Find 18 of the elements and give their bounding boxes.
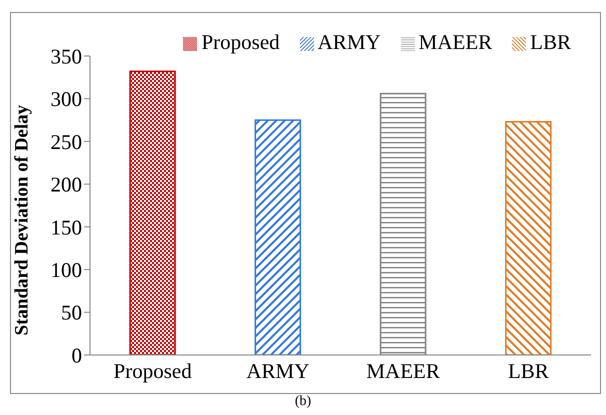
y-tick-label: 100 (50, 258, 82, 282)
y-tick-label: 200 (50, 172, 82, 197)
x-tick-label: MAEER (366, 358, 440, 383)
x-tick-label: ARMY (246, 358, 310, 383)
legend-label: ARMY (318, 30, 381, 54)
x-tick-label: Proposed (114, 358, 192, 383)
legend-label: LBR (530, 30, 571, 54)
legend-label: Proposed (201, 30, 280, 54)
y-axis-title: Standard Deviation of Delay (12, 104, 33, 336)
x-tick-label: LBR (508, 358, 549, 383)
legend-label: MAEER (418, 30, 492, 54)
y-tick-label: 150 (50, 215, 82, 240)
y-tick-label: 50 (61, 300, 82, 325)
y-tick-label: 250 (50, 130, 82, 154)
y-tick-label: 350 (50, 44, 82, 68)
y-tick-label: 300 (50, 87, 82, 112)
text: (b) (294, 394, 312, 410)
y-tick-label: 0 (72, 343, 82, 368)
